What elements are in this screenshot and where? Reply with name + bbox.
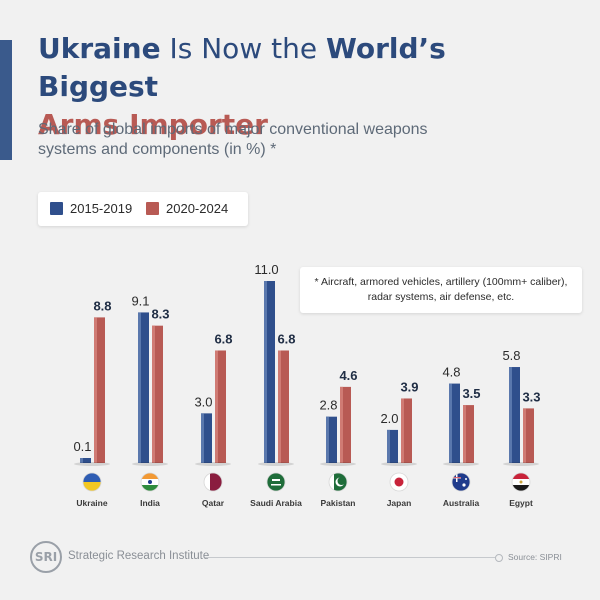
accent-bar: [0, 40, 12, 160]
japan-flag-icon: [390, 473, 408, 491]
bar-2020-2024-australia: [463, 405, 474, 463]
category-label-india: India: [140, 498, 160, 508]
category-label-egypt: Egypt: [509, 498, 533, 508]
value-label-2020-2024-pakistan: 4.6: [339, 368, 357, 383]
saudi-arabia-flag-icon: [267, 473, 285, 491]
bar-highlight-2015-2019-egypt: [509, 367, 512, 463]
bar-highlight-2015-2019-japan: [387, 430, 390, 463]
bar-highlight-2015-2019-saudi-arabia: [264, 281, 267, 463]
bar-shadow-ukraine: [74, 462, 110, 466]
bar-highlight-2015-2019-pakistan: [326, 417, 329, 463]
ukraine-flag-icon: [83, 473, 101, 491]
bar-highlight-2015-2019-ukraine: [80, 458, 83, 463]
bar-highlight-2020-2024-saudi-arabia: [278, 350, 281, 463]
title-connector: Is Now the: [161, 32, 326, 65]
value-label-2015-2019-egypt: 5.8: [502, 348, 520, 363]
bar-highlight-2020-2024-ukraine: [94, 317, 97, 463]
category-label-ukraine: Ukraine: [76, 498, 107, 508]
value-label-2020-2024-ukraine: 8.8: [93, 298, 111, 313]
bar-2020-2024-pakistan: [340, 387, 351, 463]
legend-label-2015-2019: 2015-2019: [70, 201, 132, 216]
bar-2020-2024-japan: [401, 398, 412, 463]
australia-flag-icon: [452, 473, 470, 491]
bar-2015-2019-egypt: [509, 367, 520, 463]
bar-2015-2019-ukraine: [80, 458, 91, 463]
bar-shadow-pakistan: [320, 462, 356, 466]
value-label-2015-2019-saudi-arabia: 11.0: [254, 262, 278, 277]
value-label-2015-2019-pakistan: 2.8: [319, 398, 337, 413]
bar-highlight-2020-2024-australia: [463, 405, 466, 463]
bar-2015-2019-australia: [449, 384, 460, 463]
value-label-2020-2024-australia: 3.5: [462, 386, 480, 401]
bar-highlight-2020-2024-india: [152, 326, 155, 463]
bar-highlight-2015-2019-qatar: [201, 413, 204, 463]
chart-subtitle: Share of global imports of major convent…: [38, 120, 458, 160]
bar-shadow-australia: [443, 462, 479, 466]
sri-logo: SRI: [30, 541, 62, 573]
chart-legend: 2015-2019 2020-2024: [38, 192, 248, 226]
category-label-saudi-arabia: Saudi Arabia: [250, 498, 302, 508]
organization-name: Strategic Research Institute: [68, 550, 209, 562]
bar-2015-2019-japan: [387, 430, 398, 463]
bar-shadow-japan: [381, 462, 417, 466]
bar-highlight-2020-2024-pakistan: [340, 387, 343, 463]
value-label-2015-2019-qatar: 3.0: [194, 394, 212, 409]
value-label-2020-2024-india: 8.3: [151, 307, 169, 322]
bar-2020-2024-saudi-arabia: [278, 350, 289, 463]
bar-2015-2019-pakistan: [326, 417, 337, 463]
footer-divider: [205, 557, 495, 558]
category-label-qatar: Qatar: [202, 498, 225, 508]
value-label-2015-2019-ukraine: 0.1: [73, 439, 91, 454]
source-credit: Source: SIPRI: [508, 552, 562, 562]
bar-shadow-qatar: [195, 462, 231, 466]
qatar-flag-icon: [204, 473, 222, 491]
category-label-japan: Japan: [387, 498, 412, 508]
bar-2020-2024-india: [152, 326, 163, 463]
india-flag-icon: [141, 473, 159, 491]
category-label-pakistan: Pakistan: [321, 498, 356, 508]
bar-2015-2019-saudi-arabia: [264, 281, 275, 463]
value-label-2020-2024-saudi-arabia: 6.8: [277, 331, 295, 346]
bar-2020-2024-qatar: [215, 350, 226, 463]
legend-label-2020-2024: 2020-2024: [166, 201, 228, 216]
legend-item-2020-2024: 2020-2024: [146, 201, 228, 216]
bar-highlight-2020-2024-japan: [401, 398, 404, 463]
footnote-box: * Aircraft, armored vehicles, artillery …: [300, 267, 582, 313]
legend-item-2015-2019: 2015-2019: [50, 201, 132, 216]
bar-2020-2024-egypt: [523, 408, 534, 463]
bar-highlight-2020-2024-qatar: [215, 350, 218, 463]
value-label-2020-2024-egypt: 3.3: [522, 389, 540, 404]
bar-highlight-2020-2024-egypt: [523, 408, 526, 463]
footer-dot-icon: [495, 554, 503, 562]
legend-swatch-2020-2024: [146, 202, 159, 215]
title-ukraine: Ukraine: [38, 32, 161, 65]
egypt-flag-icon: [512, 473, 530, 491]
bar-2020-2024-ukraine: [94, 317, 105, 463]
category-label-australia: Australia: [443, 498, 480, 508]
bar-highlight-2015-2019-australia: [449, 384, 452, 463]
value-label-2020-2024-japan: 3.9: [400, 379, 418, 394]
bar-2015-2019-india: [138, 312, 149, 463]
value-label-2015-2019-australia: 4.8: [442, 365, 460, 380]
pakistan-flag-icon: [329, 473, 347, 491]
bar-highlight-2015-2019-india: [138, 312, 141, 463]
bar-shadow-india: [132, 462, 168, 466]
value-label-2015-2019-india: 9.1: [131, 293, 149, 308]
bar-2015-2019-qatar: [201, 413, 212, 463]
bar-shadow-egypt: [503, 462, 539, 466]
legend-swatch-2015-2019: [50, 202, 63, 215]
value-label-2015-2019-japan: 2.0: [380, 411, 398, 426]
bar-shadow-saudi-arabia: [258, 462, 294, 466]
value-label-2020-2024-qatar: 6.8: [214, 331, 232, 346]
